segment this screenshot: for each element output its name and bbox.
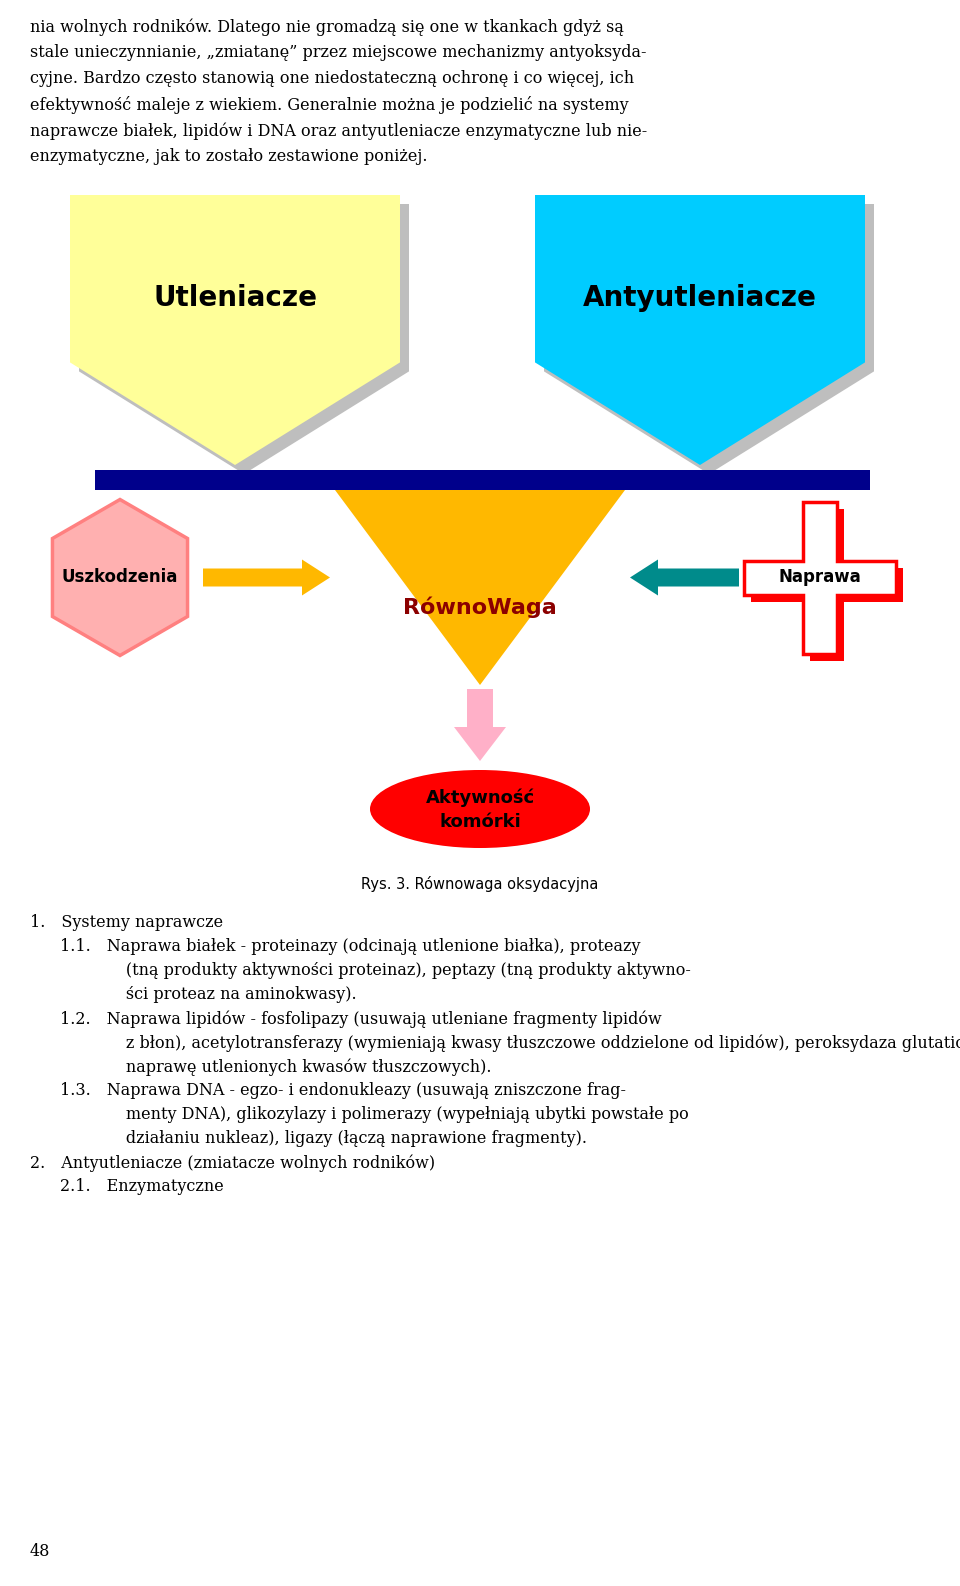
- Polygon shape: [335, 490, 625, 685]
- Text: enzymatyczne, jak to zostało zestawione poniżej.: enzymatyczne, jak to zostało zestawione …: [30, 147, 427, 165]
- Text: działaniu nukleaz), ligazy (łączą naprawione fragmenty).: działaniu nukleaz), ligazy (łączą napraw…: [90, 1129, 587, 1147]
- Text: 1. Systemy naprawcze: 1. Systemy naprawcze: [30, 914, 223, 931]
- Text: menty DNA), glikozylazy i polimerazy (wypełniają ubytki powstałe po: menty DNA), glikozylazy i polimerazy (wy…: [90, 1105, 688, 1123]
- Ellipse shape: [370, 769, 590, 849]
- Text: Rys. 3. Równowaga oksydacyjna: Rys. 3. Równowaga oksydacyjna: [361, 875, 599, 891]
- Text: 48: 48: [30, 1543, 50, 1561]
- Text: Utleniacze: Utleniacze: [153, 284, 317, 311]
- Polygon shape: [544, 205, 874, 474]
- Text: Uszkodzenia: Uszkodzenia: [61, 568, 179, 587]
- Polygon shape: [751, 509, 903, 660]
- Polygon shape: [70, 195, 400, 465]
- Text: RównoWaga: RównoWaga: [403, 596, 557, 619]
- Text: Antyutleniacze: Antyutleniacze: [583, 284, 817, 311]
- Text: efektywność maleje z wiekiem. Generalnie można je podzielić na systemy: efektywność maleje z wiekiem. Generalnie…: [30, 97, 629, 114]
- Text: cyjne. Bardzo często stanowią one niedostateczną ochronę i co więcej, ich: cyjne. Bardzo często stanowią one niedos…: [30, 70, 635, 87]
- Text: 2. Antyutleniacze (zmiatacze wolnych rodników): 2. Antyutleniacze (zmiatacze wolnych rod…: [30, 1155, 435, 1172]
- Bar: [95, 469, 870, 490]
- Text: nia wolnych rodników. Dlatego nie gromadzą się one w tkankach gdyż są: nia wolnych rodników. Dlatego nie gromad…: [30, 17, 624, 35]
- Polygon shape: [79, 205, 409, 474]
- Text: 1.2. Naprawa lipidów - fosfolipazy (usuwają utleniane fragmenty lipidów: 1.2. Naprawa lipidów - fosfolipazy (usuw…: [60, 1010, 661, 1028]
- Text: Aktywność: Aktywność: [425, 788, 535, 807]
- Text: 1.3. Naprawa DNA - egzo- i endonukleazy (usuwają zniszczone frag-: 1.3. Naprawa DNA - egzo- i endonukleazy …: [60, 1082, 626, 1099]
- Polygon shape: [744, 501, 896, 653]
- FancyArrow shape: [454, 688, 506, 761]
- Text: naprawę utlenionych kwasów tłuszczowych).: naprawę utlenionych kwasów tłuszczowych)…: [90, 1058, 492, 1075]
- Text: naprawcze białek, lipidów i DNA oraz antyutleniacze enzymatyczne lub nie-: naprawcze białek, lipidów i DNA oraz ant…: [30, 122, 647, 140]
- Text: z błon), acetylotransferazy (wymieniają kwasy tłuszczowe oddzielone od lipidów),: z błon), acetylotransferazy (wymieniają …: [90, 1034, 960, 1052]
- Text: komórki: komórki: [439, 814, 521, 831]
- Polygon shape: [53, 500, 187, 655]
- FancyArrow shape: [630, 560, 739, 595]
- Text: ści proteaz na aminokwasy).: ści proteaz na aminokwasy).: [90, 986, 356, 1002]
- Text: Naprawa: Naprawa: [779, 568, 861, 587]
- Text: 1.1. Naprawa białek - proteinazy (odcinają utlenione białka), proteazy: 1.1. Naprawa białek - proteinazy (odcina…: [60, 937, 640, 955]
- Polygon shape: [535, 195, 865, 465]
- Text: (tną produkty aktywności proteinaz), peptazy (tną produkty aktywno-: (tną produkty aktywności proteinaz), pep…: [90, 963, 691, 979]
- FancyArrow shape: [203, 560, 330, 595]
- Text: stale unieczynnianie, „zmiatanę” przez miejscowe mechanizmy antyoksyda-: stale unieczynnianie, „zmiatanę” przez m…: [30, 44, 646, 60]
- Text: 2.1. Enzymatyczne: 2.1. Enzymatyczne: [60, 1178, 224, 1194]
